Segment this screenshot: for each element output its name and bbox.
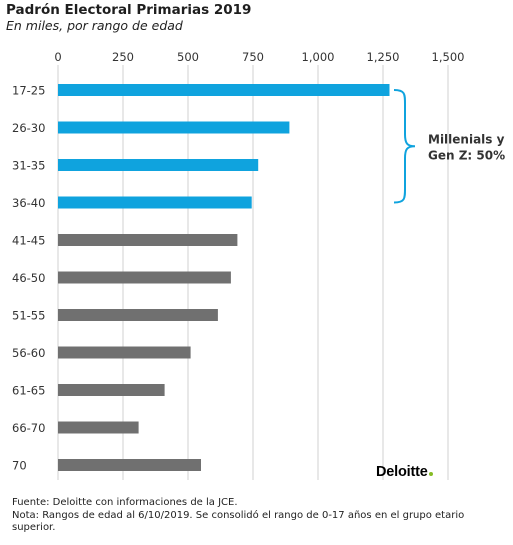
category-label: 46-50 <box>12 271 45 285</box>
category-label: 36-40 <box>12 196 45 210</box>
bar <box>58 459 201 471</box>
x-tick-label: 1,250 <box>367 50 400 64</box>
logo-text: Deloitte <box>376 464 428 480</box>
category-label: 51-55 <box>12 309 45 323</box>
bar <box>58 234 238 246</box>
bar <box>58 384 165 396</box>
x-tick-label: 500 <box>177 50 199 64</box>
annotation-bracket <box>393 89 416 204</box>
methodology-note: Nota: Rangos de edad al 6/10/2019. Se co… <box>12 509 465 534</box>
category-label: 17-25 <box>12 84 45 98</box>
category-label: 66-70 <box>12 421 45 435</box>
category-label: 31-35 <box>12 159 45 173</box>
chart-title: Padrón Electoral Primarias 2019 <box>6 2 252 18</box>
bar <box>58 421 139 434</box>
annotation-text-line1: Millenials y <box>428 132 505 146</box>
category-label: 70 <box>12 459 27 473</box>
deloitte-logo: Deloitte <box>376 464 433 480</box>
category-label: 56-60 <box>12 346 45 360</box>
x-tick-label: 750 <box>242 50 264 64</box>
bar <box>58 309 218 321</box>
chart-subtitle: En miles, por rango de edad <box>6 18 183 33</box>
bar <box>58 196 252 209</box>
bar <box>58 271 231 284</box>
x-tick-label: 1,000 <box>302 50 335 64</box>
logo-dot-icon <box>428 472 433 476</box>
bar <box>58 84 390 96</box>
source-note: Fuente: Deloitte con informaciones de la… <box>12 497 238 508</box>
category-label: 26-30 <box>12 121 45 135</box>
bar-chart: 0 250 500 750 1,000 1,250 1,500 17-25 26-30 31-35… <box>12 50 505 480</box>
category-label: 41-45 <box>12 234 45 248</box>
chart-footer: Fuente: Deloitte con informaciones de la… <box>12 497 502 535</box>
bar <box>58 159 259 171</box>
x-tick-label: 0 <box>54 50 61 64</box>
x-tick-label: 1,500 <box>432 50 465 64</box>
bar <box>58 121 290 134</box>
bar <box>58 346 191 359</box>
x-tick-label: 250 <box>112 50 134 64</box>
category-label: 61-65 <box>12 384 45 398</box>
annotation-text-line2: Gen Z: 50% <box>428 148 505 162</box>
